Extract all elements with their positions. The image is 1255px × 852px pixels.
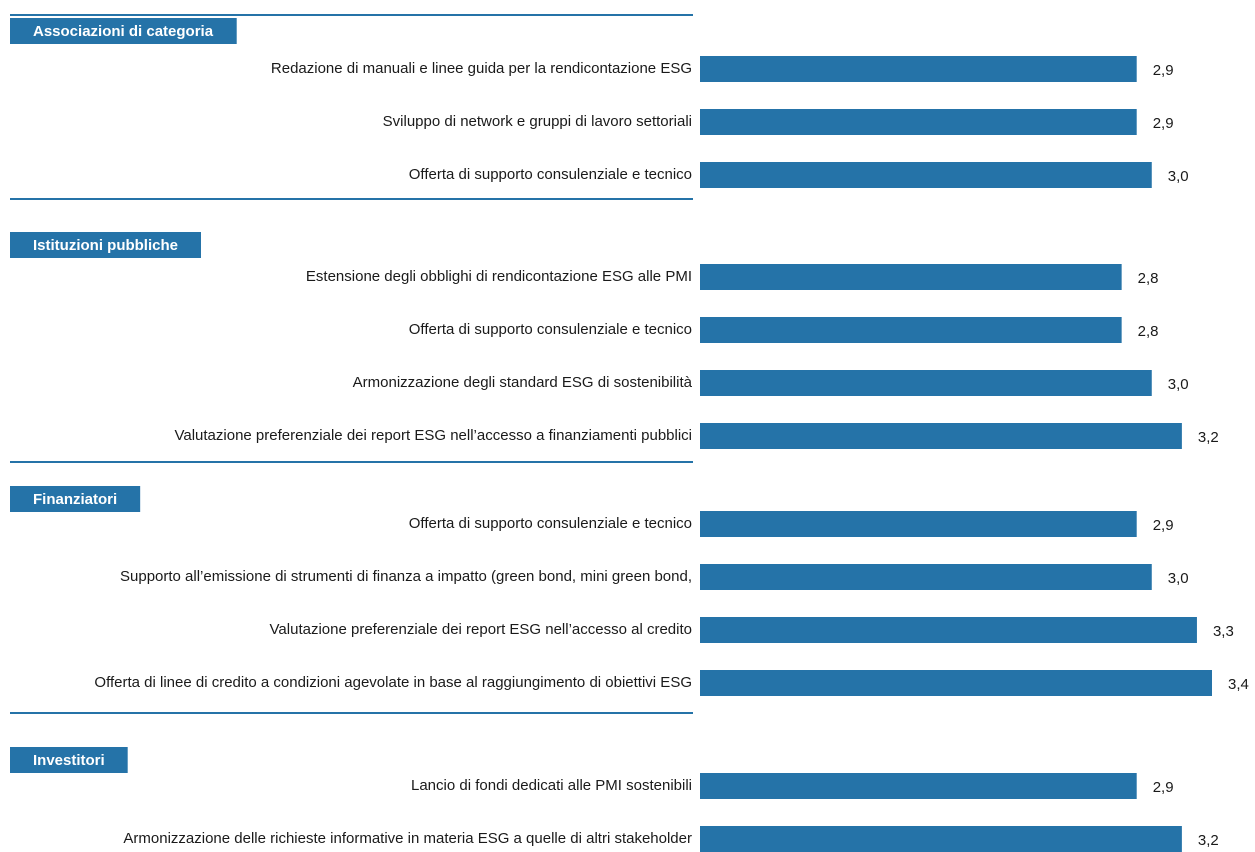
group-header-box bbox=[10, 18, 237, 44]
category-label: Armonizzazione degli standard ESG di sos… bbox=[353, 374, 693, 391]
category-label: Offerta di linee di credito a condizioni… bbox=[94, 674, 692, 691]
category-label: Lancio di fondi dedicati alle PMI sosten… bbox=[411, 777, 692, 794]
category-label: Redazione di manuali e linee guida per l… bbox=[271, 60, 692, 77]
bar bbox=[700, 423, 1182, 449]
bar bbox=[700, 564, 1152, 590]
bar bbox=[700, 826, 1182, 852]
category-label: Valutazione preferenziale dei report ESG… bbox=[174, 427, 692, 444]
bar bbox=[700, 511, 1137, 537]
bar bbox=[700, 617, 1197, 643]
value-label: 2,9 bbox=[1153, 62, 1174, 79]
value-label: 2,8 bbox=[1138, 323, 1159, 340]
bar bbox=[700, 670, 1212, 696]
category-label: Offerta di supporto consulenziale e tecn… bbox=[409, 166, 692, 183]
category-label: Valutazione preferenziale dei report ESG… bbox=[270, 621, 692, 638]
value-label: 3,0 bbox=[1168, 168, 1189, 185]
group-header: Associazioni di categoria bbox=[33, 23, 214, 40]
group-header: Istituzioni pubbliche bbox=[33, 237, 178, 254]
group-header-box bbox=[10, 486, 141, 512]
category-label: Offerta di supporto consulenziale e tecn… bbox=[409, 515, 692, 532]
category-label: Armonizzazione delle richieste informati… bbox=[123, 830, 692, 847]
bar bbox=[700, 773, 1137, 799]
category-label: Supporto all’emissione di strumenti di f… bbox=[120, 568, 692, 585]
value-label: 3,0 bbox=[1168, 570, 1189, 587]
value-label: 3,2 bbox=[1198, 429, 1219, 446]
value-label: 3,0 bbox=[1168, 376, 1189, 393]
bar bbox=[700, 56, 1137, 82]
value-label: 3,3 bbox=[1213, 623, 1234, 640]
bar bbox=[700, 162, 1152, 188]
group-header: Finanziatori bbox=[33, 491, 117, 508]
value-label: 3,2 bbox=[1198, 832, 1219, 849]
group-header: Investitori bbox=[33, 752, 105, 769]
value-label: 2,9 bbox=[1153, 517, 1174, 534]
group-header-box bbox=[10, 232, 201, 258]
category-label: Estensione degli obblighi di rendicontaz… bbox=[306, 268, 692, 285]
category-label: Offerta di supporto consulenziale e tecn… bbox=[409, 321, 692, 338]
bar bbox=[700, 264, 1122, 290]
bar bbox=[700, 317, 1122, 343]
category-label: Sviluppo di network e gruppi di lavoro s… bbox=[383, 113, 692, 130]
group-header-box bbox=[10, 747, 128, 773]
bar bbox=[700, 370, 1152, 396]
value-label: 2,9 bbox=[1153, 779, 1174, 796]
value-label: 2,9 bbox=[1153, 115, 1174, 132]
bar bbox=[700, 109, 1137, 135]
value-label: 3,4 bbox=[1228, 676, 1249, 693]
value-label: 2,8 bbox=[1138, 270, 1159, 287]
